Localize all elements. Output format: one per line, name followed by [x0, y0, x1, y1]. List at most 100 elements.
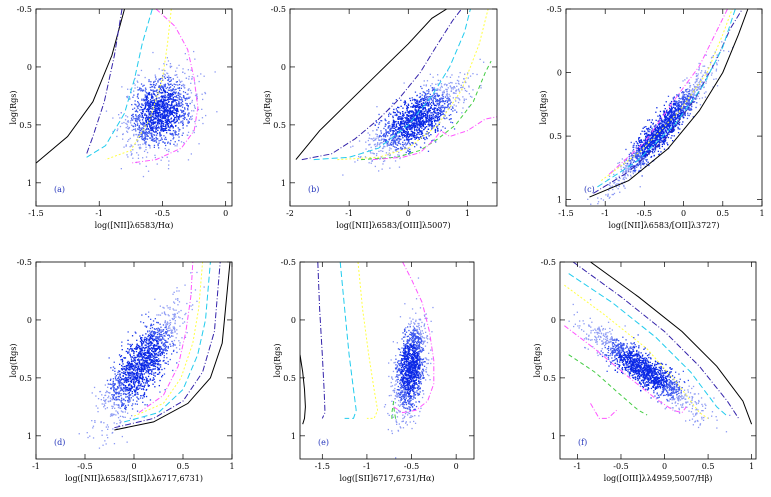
data-point	[642, 146, 644, 148]
data-point	[617, 188, 619, 190]
data-point	[657, 150, 659, 152]
data-point	[137, 136, 139, 138]
data-point	[173, 317, 175, 320]
plot-frame	[289, 8, 498, 207]
data-point	[688, 108, 690, 110]
data-point	[120, 112, 122, 114]
data-point	[165, 87, 167, 90]
data-point	[134, 84, 136, 86]
data-point	[403, 114, 405, 116]
data-point	[385, 130, 387, 132]
data-point	[437, 94, 439, 97]
data-point	[629, 152, 632, 154]
data-point	[701, 97, 703, 99]
data-point	[436, 112, 438, 114]
data-point	[172, 138, 174, 140]
data-point	[650, 134, 652, 136]
data-point	[141, 103, 143, 105]
data-point	[137, 102, 140, 104]
data-point	[118, 114, 120, 116]
data-point	[447, 97, 450, 99]
data-point	[145, 88, 147, 91]
data-point	[382, 163, 384, 165]
data-point	[376, 145, 378, 147]
data-point	[607, 193, 609, 195]
data-point	[663, 111, 666, 113]
data-point	[623, 184, 625, 187]
data-point	[655, 139, 657, 141]
data-point	[151, 108, 153, 110]
data-point	[444, 127, 446, 129]
data-point	[642, 127, 644, 129]
data-point	[650, 155, 653, 158]
data-point	[640, 141, 642, 144]
data-point	[677, 102, 679, 105]
data-point	[447, 99, 449, 101]
data-point	[392, 116, 394, 119]
data-point	[168, 94, 170, 96]
data-point	[433, 112, 435, 114]
data-point	[426, 80, 429, 82]
data-point	[155, 95, 157, 97]
data-point	[150, 84, 152, 86]
data-point	[379, 142, 381, 144]
data-point	[455, 105, 457, 107]
data-point	[400, 118, 402, 121]
data-point	[638, 155, 640, 157]
data-point	[623, 185, 625, 188]
data-point	[404, 130, 407, 133]
data-point	[165, 126, 167, 128]
data-point	[148, 123, 150, 125]
data-point	[162, 115, 164, 117]
data-point	[409, 128, 411, 131]
data-point	[147, 102, 149, 104]
data-point	[154, 118, 156, 120]
data-point	[432, 76, 434, 78]
data-point	[398, 142, 400, 144]
data-point	[417, 117, 419, 119]
data-point	[432, 102, 434, 104]
data-point	[113, 383, 115, 385]
data-point	[673, 117, 675, 119]
data-point	[436, 100, 439, 102]
data-point	[159, 79, 161, 81]
data-point	[189, 118, 191, 120]
data-point	[659, 132, 661, 134]
data-point	[156, 134, 158, 136]
data-point	[682, 109, 684, 111]
data-point	[153, 138, 155, 140]
data-point	[130, 151, 132, 153]
data-point	[614, 184, 617, 186]
data-point	[715, 70, 717, 72]
data-point	[189, 102, 191, 105]
data-point	[414, 128, 416, 131]
data-point	[656, 139, 658, 141]
data-point	[397, 154, 399, 156]
data-point	[137, 157, 140, 159]
data-point	[648, 127, 650, 129]
data-point	[436, 102, 438, 104]
data-point	[163, 104, 166, 106]
data-point	[446, 95, 448, 97]
data-point	[163, 84, 165, 86]
data-point	[667, 124, 669, 127]
data-point	[418, 96, 421, 98]
data-point	[187, 89, 189, 91]
data-point	[635, 152, 637, 154]
data-point	[163, 98, 165, 100]
data-point	[184, 107, 186, 109]
data-point	[421, 132, 424, 135]
data-point	[632, 171, 634, 173]
data-point	[391, 125, 393, 127]
data-point	[411, 133, 413, 136]
data-point	[146, 128, 148, 131]
data-point	[151, 126, 154, 128]
data-point	[683, 105, 685, 107]
data-point	[164, 120, 166, 122]
data-point	[673, 120, 675, 123]
data-point	[134, 377, 136, 379]
data-point	[397, 128, 399, 130]
data-point	[686, 99, 689, 101]
data-point	[105, 110, 108, 112]
data-point	[620, 168, 622, 170]
